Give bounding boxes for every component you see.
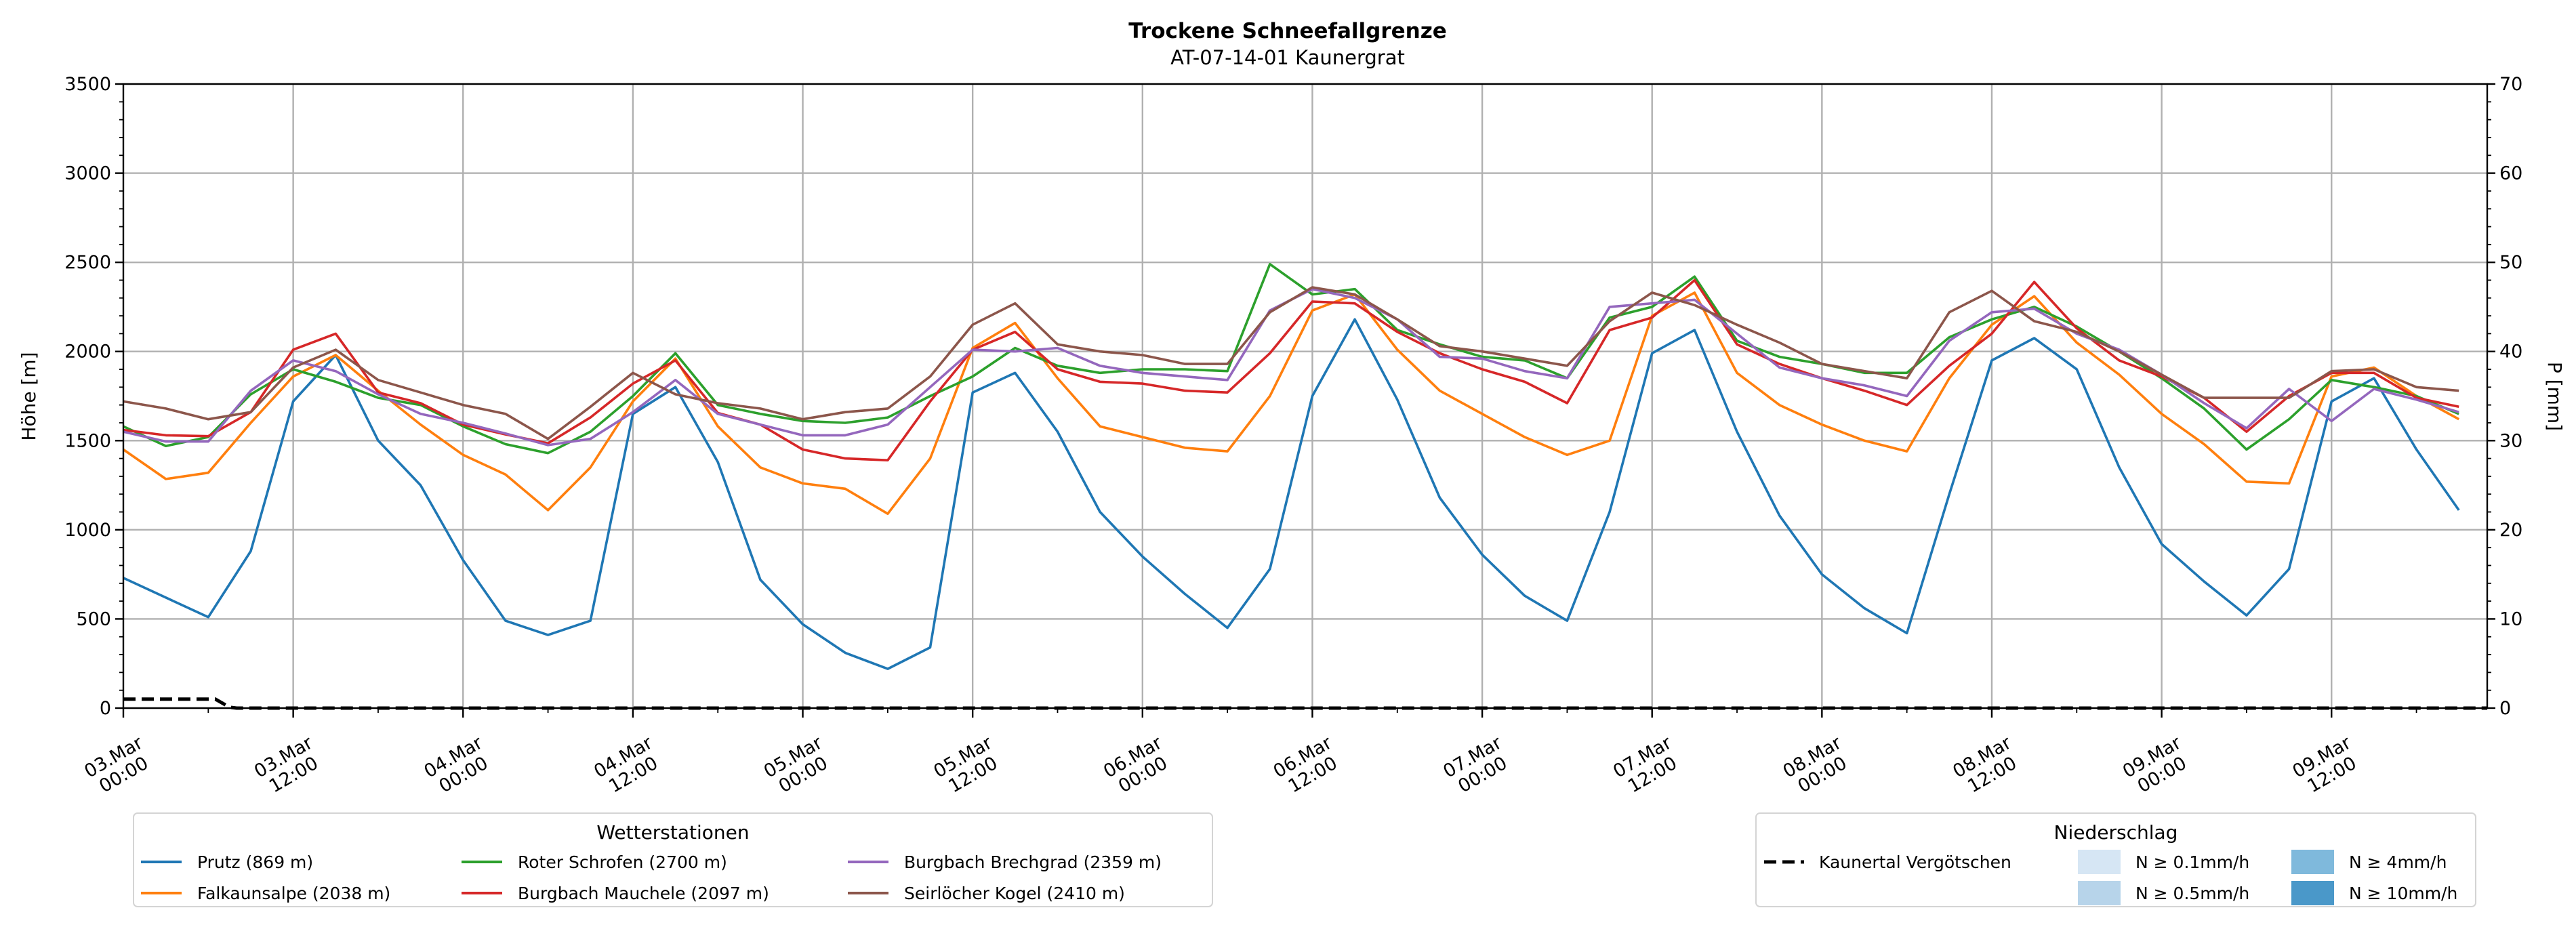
series-line-5 bbox=[123, 286, 2459, 440]
series-line-2 bbox=[123, 262, 2459, 455]
legend-patch-3 bbox=[2291, 881, 2334, 905]
legend-patch-1 bbox=[2078, 881, 2121, 905]
chart-subtitle: AT-07-14-01 Kaunergrat bbox=[1170, 46, 1405, 69]
y-tick-label: 500 bbox=[76, 608, 111, 629]
y-tick-label: 0 bbox=[100, 698, 111, 719]
legend-label-kaunertal: Kaunertal Vergötschen bbox=[1819, 852, 2011, 872]
y2-tick-label: 30 bbox=[2499, 430, 2522, 451]
x-tick-label: 08.Mar00:00 bbox=[1780, 732, 1856, 800]
legend-label-5: Seirlöcher Kogel (2410 m) bbox=[904, 884, 1125, 903]
x-tick-label: 03.Mar12:00 bbox=[251, 732, 327, 800]
legend-patch-label-3: N ≥ 10mm/h bbox=[2349, 884, 2457, 903]
x-tick-label: 08.Mar12:00 bbox=[1949, 732, 2026, 800]
legend-patch-label-1: N ≥ 0.5mm/h bbox=[2135, 884, 2249, 903]
legend-label-0: Prutz (869 m) bbox=[197, 852, 313, 872]
plot-frame bbox=[122, 83, 2489, 709]
legend-label-4: Burgbach Brechgrad (2359 m) bbox=[904, 852, 1162, 872]
legend-patch-2 bbox=[2291, 850, 2334, 874]
legend-patch-0 bbox=[2078, 850, 2121, 874]
y-axis-label: Höhe [m] bbox=[18, 352, 40, 440]
y2-tick-label: 60 bbox=[2499, 163, 2522, 184]
chart-title: Trockene Schneefallgrenze bbox=[1128, 19, 1447, 43]
y2-tick-label: 0 bbox=[2499, 698, 2511, 719]
series-line-1 bbox=[122, 291, 2460, 516]
axes: 0 500 1000 1500 2000 2500 3000 3500 0 10 20 30 40 50 6… bbox=[64, 74, 2522, 800]
legend-precip-title: Niederschlag bbox=[2054, 821, 2178, 844]
legend-patch-label-2: N ≥ 4mm/h bbox=[2349, 852, 2447, 872]
x-tick-label: 09.Mar00:00 bbox=[2119, 732, 2196, 800]
y2-tick-label: 50 bbox=[2499, 252, 2522, 273]
legend-label-1: Falkaunsalpe (2038 m) bbox=[197, 884, 390, 903]
grid bbox=[123, 83, 2487, 709]
legend-stations: Wetterstationen Prutz (869 m) Falkaunsalp… bbox=[133, 812, 1213, 907]
series-line-3 bbox=[123, 278, 2459, 462]
x-tick-label: 05.Mar12:00 bbox=[931, 732, 1007, 800]
y-tick-label: 3500 bbox=[64, 74, 111, 95]
y2-tick-label: 20 bbox=[2499, 520, 2522, 541]
x-tick-label: 09.Mar12:00 bbox=[2289, 732, 2366, 800]
legend-patch-label-0: N ≥ 0.1mm/h bbox=[2135, 852, 2249, 872]
x-tick-label: 06.Mar00:00 bbox=[1100, 732, 1177, 800]
y2-tick-label: 40 bbox=[2499, 342, 2522, 363]
y-tick-label: 1500 bbox=[64, 430, 111, 451]
y-tick-label: 2500 bbox=[64, 252, 111, 273]
y-tick-label: 1000 bbox=[64, 520, 111, 541]
y2-tick-label: 10 bbox=[2499, 608, 2522, 629]
y-tick-label: 2000 bbox=[64, 342, 111, 363]
x-tick-label: 05.Mar00:00 bbox=[760, 732, 837, 800]
x-tick-label: 07.Mar00:00 bbox=[1439, 732, 1516, 800]
x-tick-label: 04.Mar00:00 bbox=[421, 732, 497, 800]
legend-label-2: Roter Schrofen (2700 m) bbox=[518, 852, 727, 872]
x-tick-label: 07.Mar12:00 bbox=[1610, 732, 1686, 800]
x-tick-label: 04.Mar12:00 bbox=[590, 732, 667, 800]
series-lines bbox=[122, 262, 2487, 710]
legend-label-3: Burgbach Mauchele (2097 m) bbox=[518, 884, 769, 903]
y-tick-label: 3000 bbox=[64, 163, 111, 184]
legend-precip: Niederschlag Kaunertal Vergötschen N ≥ 0… bbox=[1755, 812, 2476, 907]
y2-tick-label: 70 bbox=[2499, 74, 2522, 95]
legend-stations-title: Wetterstationen bbox=[596, 821, 749, 844]
series-line-0 bbox=[123, 318, 2460, 670]
x-tick-label: 06.Mar12:00 bbox=[1270, 732, 1347, 800]
x-tick-label: 03.Mar00:00 bbox=[81, 732, 157, 800]
precip-line-kaunertal bbox=[123, 697, 2487, 710]
y2-axis-label: P [mm] bbox=[2543, 362, 2566, 431]
